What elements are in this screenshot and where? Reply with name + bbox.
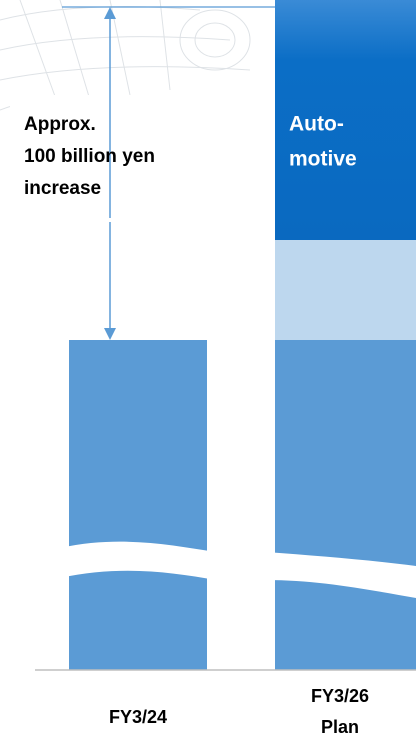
segment-label: motive [289, 148, 357, 171]
arrow-head [104, 328, 116, 340]
bar-fy26-base [275, 340, 416, 670]
axis-break [60, 541, 216, 580]
background-image [0, 0, 251, 111]
axis-break [266, 552, 416, 598]
bar-fy24 [69, 340, 207, 670]
annotation-box [10, 95, 265, 215]
segment-label: Auto- [289, 113, 344, 136]
category-label: FY3/26 [311, 686, 369, 706]
annotation-text: Approx. [24, 114, 96, 135]
annotation-text: increase [24, 178, 101, 199]
category-label: Plan [321, 717, 359, 737]
bar-fy26-automotive [275, 0, 416, 240]
arrow-head [104, 7, 116, 19]
bar-fy26-other [275, 240, 416, 340]
category-label: FY3/24 [109, 707, 167, 727]
annotation-text: 100 billion yen [24, 146, 155, 167]
